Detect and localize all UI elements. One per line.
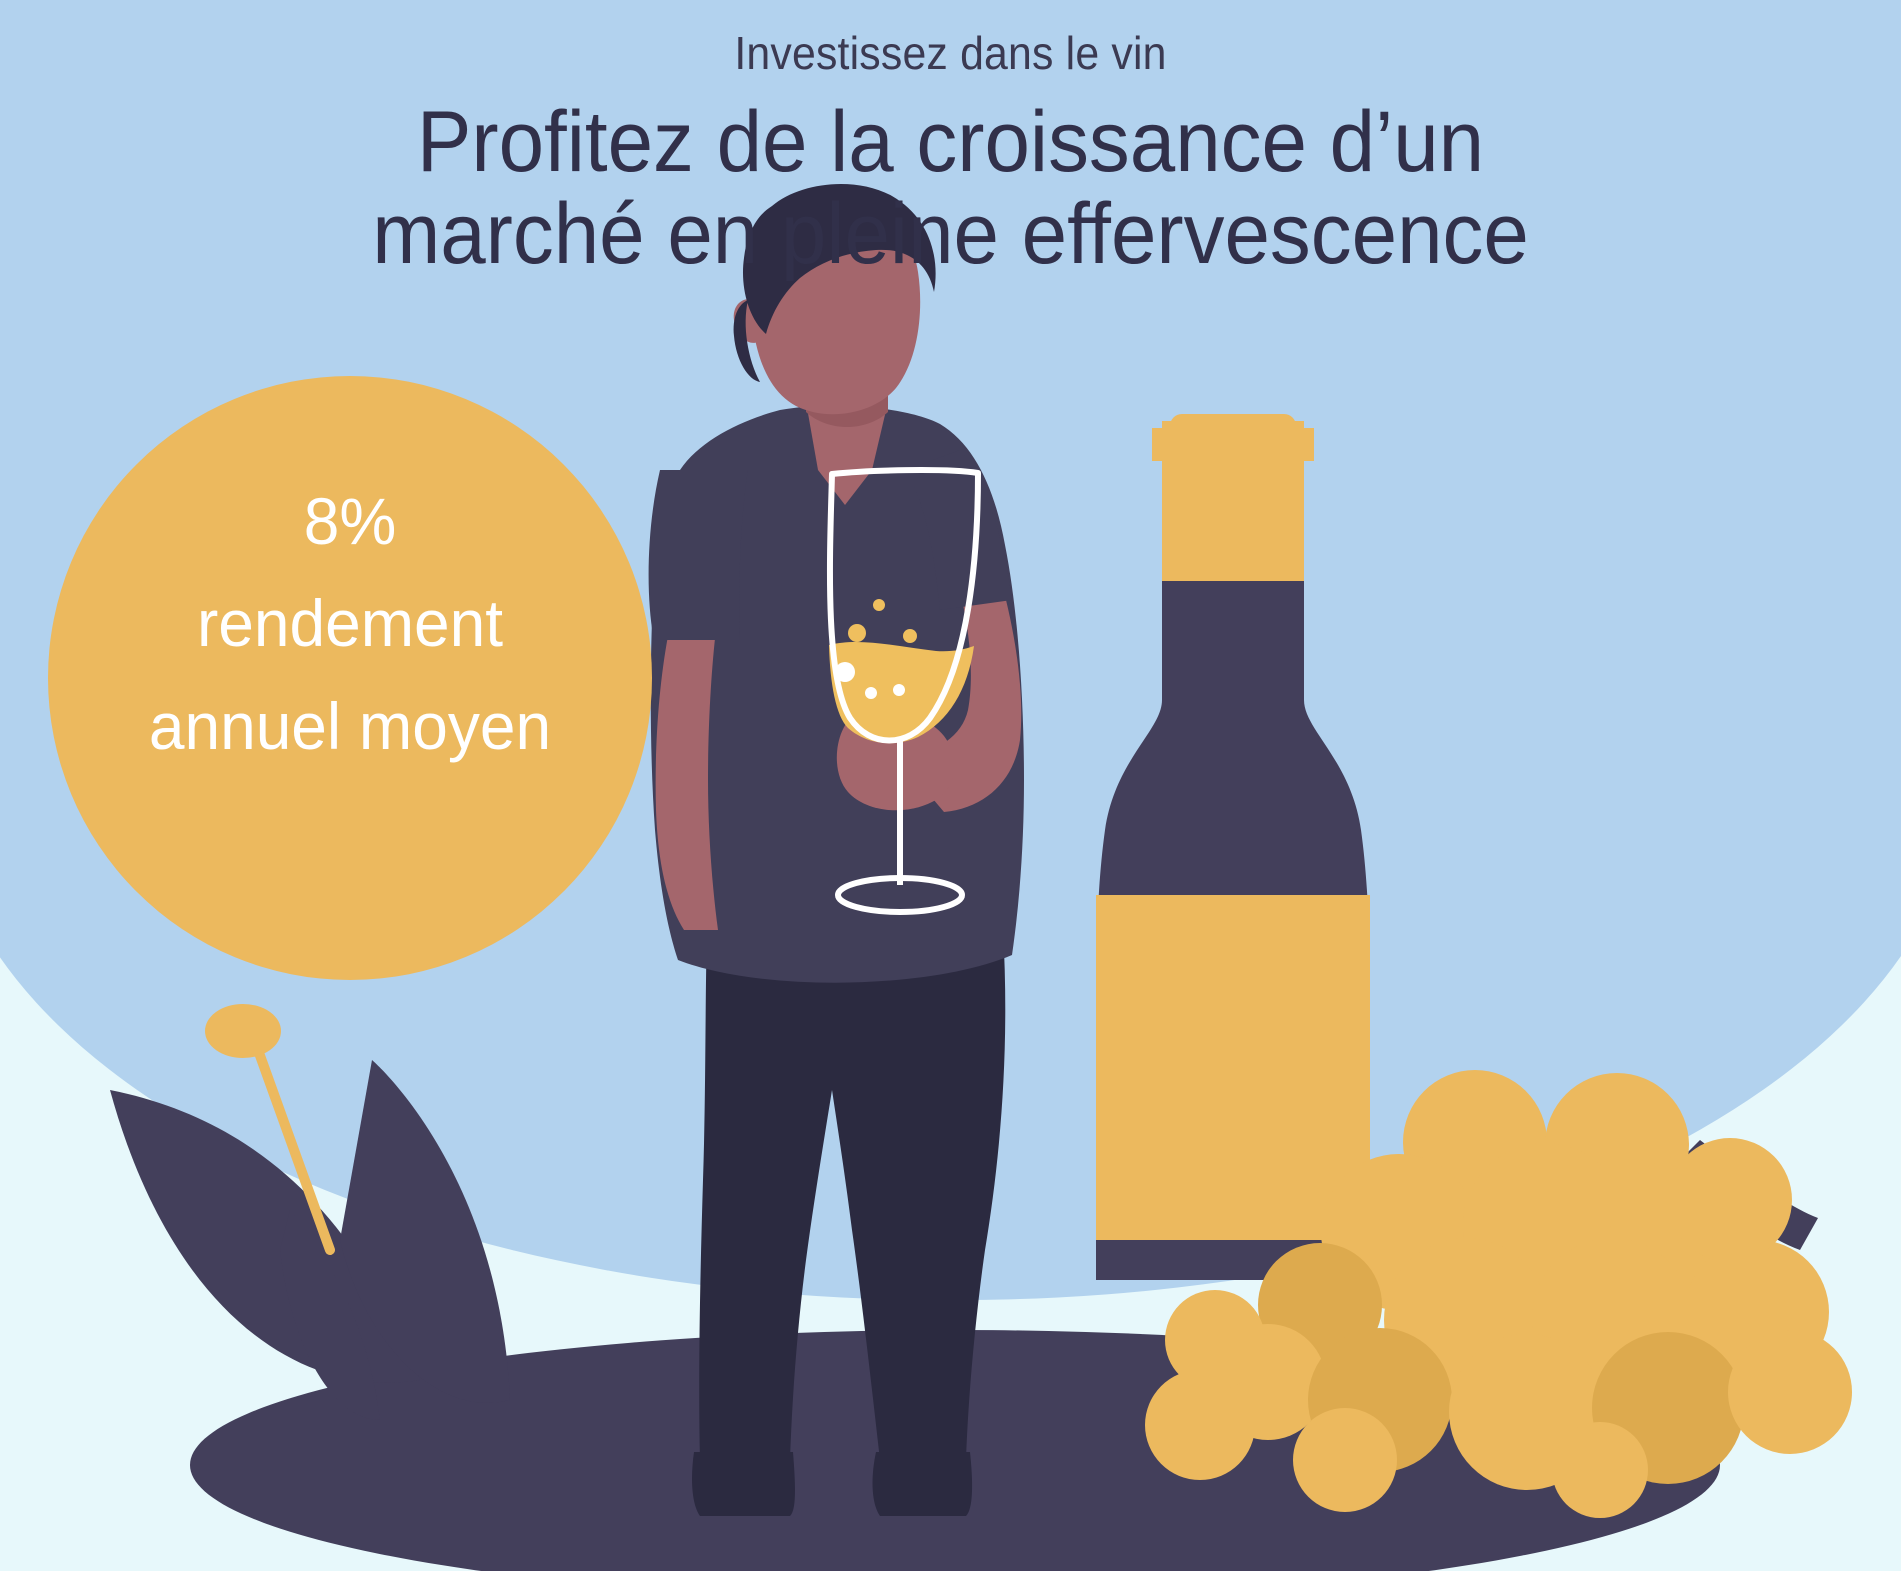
grape-berries [1145, 1070, 1852, 1518]
stat-highlight-circle [48, 376, 652, 980]
arm-left [655, 600, 720, 930]
glass-bubble [848, 624, 866, 642]
stat-label-line-1: rendement [196, 586, 504, 661]
hair [742, 183, 936, 334]
trousers [699, 930, 1006, 1460]
poster-text-block: Investissez dans le vin Profitez de la c… [0, 0, 1901, 280]
plant-leaf-tip [280, 1210, 380, 1420]
grape-bunch [1145, 1070, 1852, 1518]
grape-berry [1668, 1138, 1792, 1262]
grape-berry [1165, 1290, 1265, 1390]
stat-label-line-2: annuel moyen [148, 688, 552, 763]
glass-bubble [903, 629, 917, 643]
plant-leaf-right [340, 1060, 510, 1403]
headline-line-1: Profitez de la croissance d’un [416, 94, 1485, 190]
grape-berry [1293, 1408, 1397, 1512]
grape-berry [1145, 1370, 1255, 1480]
plant-decoration [110, 1004, 510, 1420]
shoe-right [872, 1452, 973, 1516]
plant-flower [205, 1004, 281, 1058]
hair-sideburn [733, 300, 760, 382]
glass-bubble [873, 599, 885, 611]
bottle-label [1096, 895, 1370, 1240]
page-title: Profitez de la croissance d’un marché en… [48, 96, 1854, 280]
plant-stem [253, 1045, 335, 1255]
tshirt-collar [806, 402, 888, 505]
grape-berry [1728, 1330, 1852, 1454]
glass-base [835, 875, 965, 915]
sleeve-right [906, 450, 1012, 610]
glass-bubble [893, 684, 905, 696]
bottle-foil-lip [1152, 428, 1314, 461]
glass-bubble [865, 687, 877, 699]
eyebrow-text: Investissez dans le vin [734, 27, 1167, 79]
stat-highlight-text: 8% rendement annuel moyen [11, 470, 690, 777]
stat-value: 8% [303, 484, 397, 558]
wine-bottle [1096, 414, 1370, 1280]
wine-glass [826, 467, 981, 915]
sleeve-left [648, 470, 748, 640]
glass-bowl [826, 467, 981, 744]
person-figure [648, 183, 1024, 1516]
shoe-left [692, 1452, 795, 1516]
grape-berry [1552, 1422, 1648, 1518]
glass-bubble [835, 662, 855, 682]
headline-line-2: marché en pleine effervescence [372, 186, 1529, 283]
